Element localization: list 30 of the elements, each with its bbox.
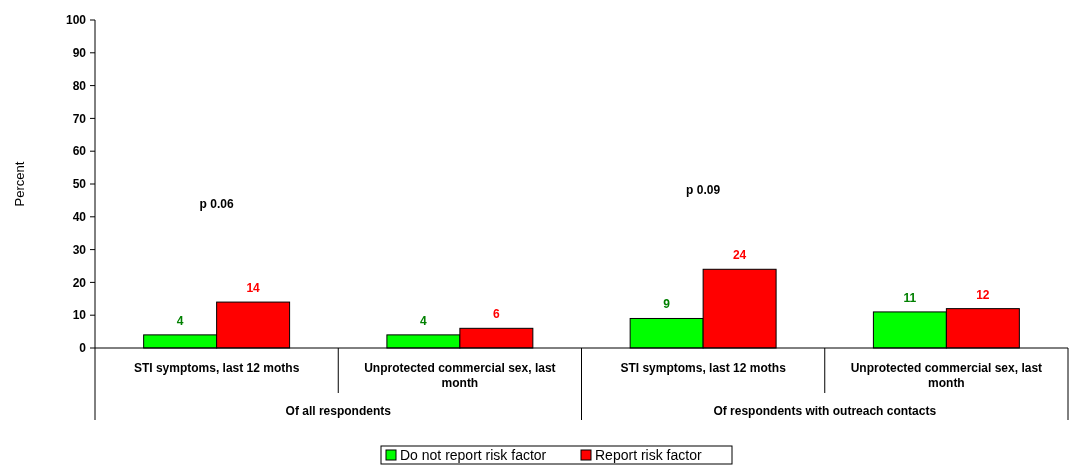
data-label: 4 — [420, 313, 428, 328]
y-tick-label: 70 — [72, 111, 87, 126]
text: Of respondents with outreach contacts — [713, 404, 937, 418]
y-axis-title: Percent — [12, 161, 27, 207]
data-label: 6 — [493, 307, 501, 322]
data-label: 4 — [176, 313, 184, 328]
y-tick-label: 90 — [72, 46, 87, 60]
x-tick-label: Unprotected commercial sex, last month — [364, 361, 556, 390]
data-label: 24 — [732, 248, 747, 263]
data-label: 12 — [976, 287, 990, 302]
y-tick-label: 100 — [65, 13, 87, 28]
y-tick-label: 30 — [72, 242, 87, 257]
data-label: 11 — [903, 290, 917, 305]
x-tick-label: STI symptoms, last 12 moths — [133, 361, 300, 375]
x-tick-label: Unprotected commercial sex, last month — [850, 361, 1043, 390]
data-label: 14 — [246, 281, 261, 296]
y-tick-label: 0 — [79, 341, 87, 356]
text: Of all respondents — [285, 404, 392, 418]
annotation: p 0.06 — [199, 197, 234, 211]
y-tick-label: 40 — [72, 210, 87, 224]
legend-label: Do not report risk factor — [400, 446, 547, 463]
x-tick-label: STI symptoms, last 12 moths — [620, 361, 787, 375]
y-tick-label: 60 — [72, 144, 87, 159]
annotation: p 0.09 — [686, 183, 721, 197]
y-tick-label: 80 — [72, 78, 87, 93]
y-tick-label: 50 — [72, 177, 87, 192]
y-tick-label: 10 — [72, 308, 87, 323]
legend-label: Report risk factor — [595, 446, 702, 463]
data-label: 9 — [663, 297, 671, 312]
y-tick-label: 20 — [72, 275, 87, 290]
